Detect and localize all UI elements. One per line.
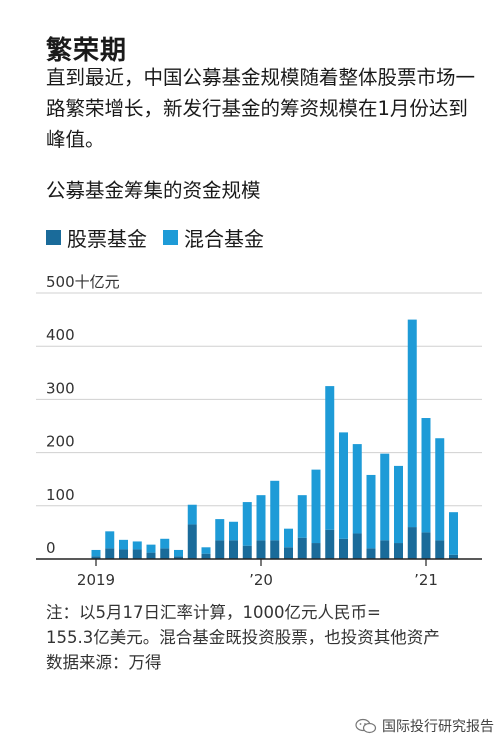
bar-equity (339, 538, 348, 559)
y-tick-label: 0 (46, 539, 56, 557)
legend-label-hybrid: 混合基金 (184, 226, 264, 251)
page-title: 繁荣期 (46, 36, 128, 66)
bar-equity (105, 548, 115, 559)
bar-equity (394, 543, 403, 559)
bar-equity (201, 553, 211, 559)
bar-equity (174, 556, 183, 559)
watermark-text: 国际投行研究报告 (382, 719, 494, 735)
y-tick-label: 100 (46, 486, 75, 504)
watermark: 国际投行研究报告 (355, 716, 494, 736)
bar-equity (380, 540, 390, 559)
bar-equity (132, 549, 142, 559)
bar-hybrid (105, 531, 115, 549)
bar-equity (91, 556, 101, 559)
bar-hybrid (201, 547, 211, 554)
footnote-source: 数据来源：万得 (46, 653, 162, 672)
wechat-icon (355, 718, 377, 734)
x-tick-label: 2019 (77, 571, 115, 589)
y-tick-label: 300 (46, 379, 75, 397)
bar-equity (146, 552, 156, 559)
footnote-line-2: 155.3亿美元。混合基金既投资股票，也投资其他资产 (46, 628, 440, 647)
bar-equity (242, 545, 252, 559)
footnote-line-1: 注：以5月17日汇率计算，1000亿元人民币= (46, 603, 381, 622)
bar-hybrid (160, 538, 170, 549)
page-description: 直到最近，中国公募基金规模随着整体股票市场一路繁荣增长，新发行基金的筹资规模在1… (46, 66, 476, 151)
bar-hybrid (187, 504, 197, 525)
bar-hybrid (215, 519, 225, 541)
bar-hybrid (229, 521, 238, 541)
bar-equity (421, 532, 431, 559)
chart-title: 公募基金筹集的资金规模 (46, 179, 261, 202)
bar-equity (325, 529, 335, 559)
bar-hybrid (380, 453, 390, 541)
bar-hybrid (449, 512, 458, 555)
stacked-bar-chart: 0 100 200 300 400 500十亿元 2019 ’20 ’21 (36, 273, 482, 589)
x-tick-label: ’21 (414, 571, 438, 589)
bar-equity (229, 540, 238, 559)
bar-hybrid (270, 480, 280, 541)
bar-hybrid (297, 495, 307, 538)
bar-hybrid (352, 444, 362, 534)
bar-equity (270, 540, 280, 559)
legend-item-equity: 股票基金 (46, 223, 147, 252)
bar-hybrid (256, 495, 266, 541)
bar-equity (407, 527, 417, 559)
bar-hybrid (421, 418, 431, 533)
bar-hybrid (119, 539, 128, 550)
bar-hybrid (284, 528, 293, 548)
bar-hybrid (435, 438, 445, 541)
bar-equity (311, 543, 321, 559)
x-tick-label: ’20 (249, 571, 273, 589)
footnote: 注：以5月17日汇率计算，1000亿元人民币= 155.3亿美元。混合基金既投资… (46, 600, 486, 675)
bar-equity (284, 547, 293, 559)
y-tick-label: 500十亿元 (46, 273, 120, 291)
legend-swatch-equity (46, 229, 61, 245)
legend-label-equity: 股票基金 (67, 226, 147, 251)
bar-hybrid (311, 469, 321, 544)
bar-hybrid (366, 474, 376, 549)
bar-hybrid (174, 549, 183, 557)
y-tick-label: 400 (46, 326, 75, 344)
bar-hybrid (325, 386, 335, 530)
bar-hybrid (91, 549, 101, 557)
bar-hybrid (242, 502, 252, 546)
bar-equity (435, 540, 445, 559)
bar-equity (297, 537, 307, 559)
bar-equity (215, 540, 225, 559)
chart-legend: 股票基金 混合基金 (46, 222, 280, 252)
bar-hybrid (146, 544, 156, 553)
bar-equity (187, 524, 197, 559)
legend-swatch-hybrid (163, 229, 178, 245)
bar-equity (366, 548, 376, 559)
legend-item-hybrid: 混合基金 (163, 223, 264, 252)
y-tick-label: 200 (46, 433, 75, 451)
bar-equity (256, 540, 266, 559)
bar-hybrid (407, 319, 417, 528)
bar-equity (119, 549, 128, 559)
bar-hybrid (339, 432, 348, 539)
bar-equity (352, 533, 362, 559)
bar-equity (449, 554, 458, 559)
bar-hybrid (394, 465, 403, 544)
bar-hybrid (132, 541, 142, 550)
bar-equity (160, 548, 170, 559)
